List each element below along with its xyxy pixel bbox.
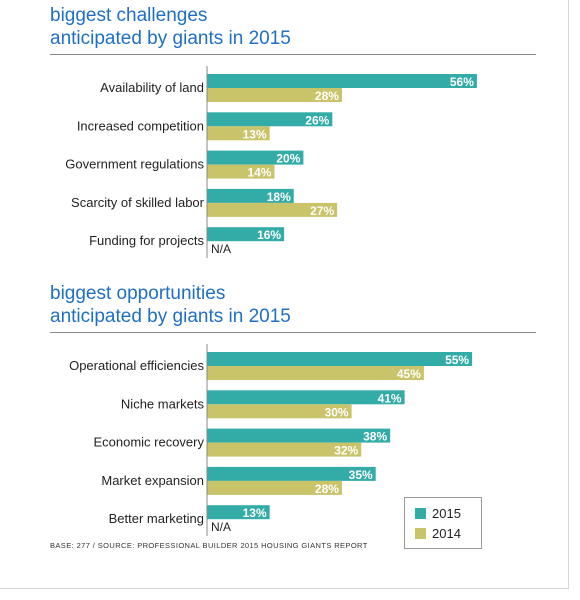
challenges-bar-2014 [207,202,338,217]
opportunities-bar-2015 [207,428,391,443]
challenges-bar-2015 [207,74,477,88]
opportunities-category-label: Better marketing [109,511,204,526]
opportunities-title-rule [50,332,536,333]
challenges-value-label: 27% [310,204,334,218]
page-edge-right [568,0,569,588]
opportunities-value-label: 38% [363,430,387,444]
challenges-bar-2015 [207,150,304,165]
opportunities-bar-2015 [207,505,270,520]
opportunities-bar-2014 [207,404,352,419]
opportunities-value-label: 55% [445,353,469,367]
challenges-title-line-2: anticipated by giants in 2015 [50,28,291,49]
opportunities-value-label: 32% [334,444,358,458]
source-footnote: BASE: 277 / SOURCE: PROFESSIONAL BUILDER… [50,541,368,550]
page-edge-bottom [0,588,569,589]
opportunities-na-label: N/A [211,520,231,534]
opportunities-category-label: Economic recovery [93,435,204,450]
opportunities-value-label: 28% [315,482,339,496]
challenges-value-label: 56% [450,75,474,89]
legend-swatch-2015 [415,508,426,519]
challenges-bar-2014 [207,164,275,179]
challenges-bar-2015 [207,188,294,203]
opportunities-title-line-2: anticipated by giants in 2015 [50,306,291,327]
legend-item-2015: 2015 [415,506,461,522]
challenges-bar-2014 [207,126,270,141]
challenges-category-label: Increased competition [77,118,204,133]
opportunities-bar-2015 [207,466,376,481]
challenges-category-label: Government regulations [65,157,204,172]
opportunities-value-label: 30% [325,405,349,419]
challenges-value-label: 16% [257,228,281,242]
opportunities-bar-2014 [207,480,342,495]
opportunities-bar-2014 [207,442,362,457]
opportunities-value-label: 35% [349,468,373,482]
opportunities-chart: Operational efficiencies 55% 45% Niche mark… [69,344,473,536]
legend-label-2015: 2015 [432,506,461,521]
opportunities-bar-2015 [207,390,405,405]
challenges-value-label: 26% [305,113,329,127]
challenges-chart: Availability of land 56% 28% Increased comp… [65,66,477,258]
opportunities-category-label: Operational efficiencies [69,358,204,373]
challenges-title: biggest challenges anticipated by giants… [50,4,291,50]
opportunities-category-label: Market expansion [101,473,204,488]
legend: 2015 2014 [404,497,482,549]
legend-swatch-2014 [415,528,426,539]
opportunities-bar-2014 [207,366,424,380]
challenges-value-label: 20% [276,152,300,166]
opportunities-value-label: 13% [243,506,267,520]
challenges-category-label: Funding for projects [89,233,204,248]
challenges-category-label: Scarcity of skilled labor [71,195,205,210]
page: biggest challenges anticipated by giants… [50,4,536,550]
opportunities-title-line-1: biggest opportunities [50,283,226,304]
opportunities-value-label: 45% [397,367,421,381]
opportunities-category-label: Niche markets [121,396,205,411]
legend-item-2014: 2014 [415,526,461,542]
challenges-bar-2014 [207,88,342,102]
challenges-na-label: N/A [211,242,231,256]
challenges-value-label: 18% [267,190,291,204]
opportunities-value-label: 41% [378,391,402,405]
challenges-title-rule [50,54,536,55]
challenges-value-label: 13% [243,127,267,141]
challenges-value-label: 14% [247,166,271,180]
challenges-value-label: 28% [315,89,339,103]
opportunities-bar-2015 [207,352,473,366]
challenges-category-label: Availability of land [100,80,204,95]
opportunities-title: biggest opportunities anticipated by gia… [50,282,291,328]
challenges-title-line-1: biggest challenges [50,5,208,26]
challenges-bar-2015 [207,112,333,127]
challenges-bar-2015 [207,227,285,242]
legend-label-2014: 2014 [432,526,461,541]
